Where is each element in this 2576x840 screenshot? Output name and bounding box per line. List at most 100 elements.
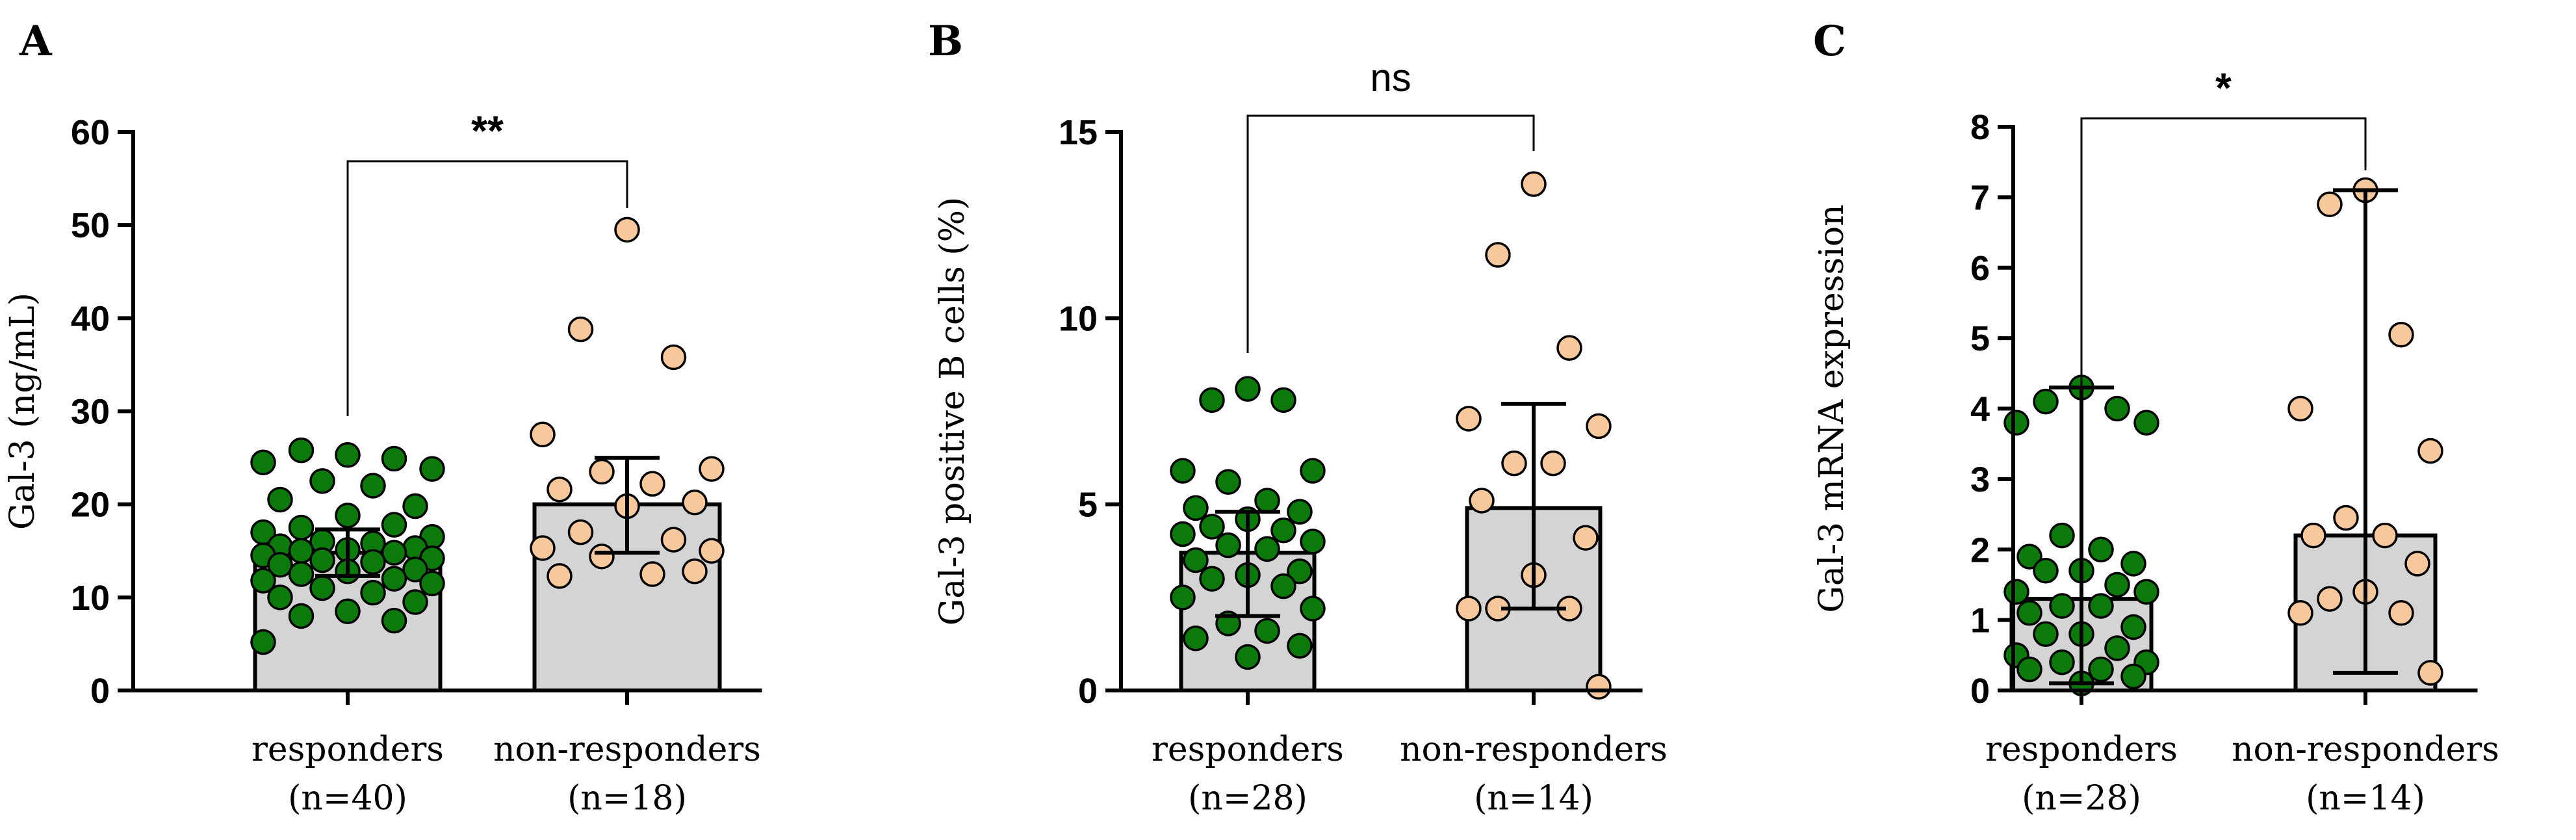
data-point [2088, 536, 2114, 562]
data-point [2016, 600, 2042, 626]
data-point [660, 344, 687, 371]
data-point [402, 589, 428, 615]
category-count: (n=28) [2022, 779, 2141, 818]
data-point [1199, 566, 1225, 592]
y-axis-title: Gal-3 positive B cells (%) [933, 197, 972, 626]
data-point [2317, 586, 2343, 612]
data-point [335, 598, 361, 625]
category-label: responders [1985, 730, 2178, 769]
data-point [2104, 635, 2130, 661]
y-tick-label: 1 [1970, 601, 1990, 640]
data-point [2016, 656, 2042, 683]
data-point [1254, 618, 1280, 644]
data-point [1215, 532, 1241, 558]
data-point [2003, 410, 2029, 436]
y-tick-label: 4 [1970, 390, 1990, 429]
y-tick-label: 30 [71, 393, 110, 432]
data-point [250, 449, 276, 475]
y-tick-label: 2 [1970, 531, 1990, 570]
data-point [2372, 522, 2398, 549]
data-point [682, 490, 708, 516]
data-point [267, 486, 293, 513]
data-point [2133, 410, 2159, 436]
data-point [639, 471, 665, 497]
data-point [1287, 633, 1313, 659]
data-point [530, 421, 556, 448]
data-point [2300, 522, 2326, 549]
data-point [288, 561, 315, 587]
data-point [1540, 450, 1566, 477]
data-point [2049, 593, 2075, 619]
data-point [2388, 600, 2414, 626]
data-point [1456, 596, 1482, 622]
data-point [288, 538, 315, 564]
data-point [2133, 579, 2159, 605]
data-point [381, 566, 407, 592]
y-tick-label: 0 [1970, 672, 1990, 711]
data-point [2016, 544, 2042, 570]
data-point [1586, 413, 1612, 440]
data-point [1235, 644, 1261, 670]
data-point [381, 607, 407, 634]
data-point [1270, 387, 1296, 413]
category-count: (n=14) [1474, 779, 1593, 818]
data-point [1469, 488, 1495, 514]
data-point [402, 493, 428, 519]
panel-a: A Gal-3 (ng/mL) 0 10 20 30 40 50 60 responders (n=… [3, 17, 762, 818]
data-point [2417, 438, 2443, 464]
data-point [699, 456, 725, 482]
data-point [1170, 584, 1196, 610]
data-point [682, 558, 708, 584]
data-point [2404, 551, 2430, 577]
data-point [250, 568, 276, 594]
data-point [381, 445, 407, 472]
data-point [2120, 551, 2146, 577]
category-label: non-responders [1400, 730, 1668, 769]
data-point [1183, 547, 1209, 573]
y-tick-label: 60 [71, 113, 110, 152]
data-point [2104, 395, 2130, 422]
data-point [2287, 600, 2313, 626]
data-point [381, 540, 407, 566]
data-point [309, 575, 335, 601]
data-point [360, 579, 386, 606]
data-point [360, 549, 386, 575]
data-point [1170, 521, 1196, 547]
data-point [1586, 674, 1612, 700]
data-point [2088, 656, 2114, 683]
data-point [567, 316, 594, 343]
panel-letter: C [1813, 17, 1846, 66]
data-point [2417, 660, 2443, 686]
data-point [1199, 387, 1225, 413]
y-tick-label: 5 [1078, 486, 1098, 525]
data-point [2033, 558, 2059, 584]
data-point [1199, 514, 1225, 540]
data-point [547, 563, 573, 589]
y-tick-label: 15 [1059, 113, 1098, 152]
data-point [1485, 242, 1511, 268]
data-point [2120, 614, 2146, 640]
significance-label: * [2215, 64, 2232, 111]
data-point [402, 557, 428, 583]
data-point [288, 603, 315, 629]
category-label: responders [1152, 730, 1344, 769]
y-tick-label: 20 [71, 486, 110, 525]
y-tick-label: 8 [1970, 108, 1990, 147]
data-point [267, 551, 293, 578]
data-point [2033, 621, 2059, 648]
data-point [2003, 579, 2029, 605]
y-tick-label: 50 [71, 206, 110, 245]
data-point [547, 477, 573, 503]
category-label: non-responders [2232, 730, 2499, 769]
data-point [1300, 596, 1326, 622]
significance-label: ns [1370, 56, 1411, 99]
significance-bracket [1246, 114, 1535, 353]
y-tick-label: 7 [1970, 178, 1990, 217]
data-point [2049, 649, 2075, 676]
data-point [250, 629, 276, 655]
y-tick-label: 0 [1078, 672, 1098, 711]
data-point [335, 503, 361, 529]
panel-letter: B [928, 17, 963, 66]
data-point [2033, 388, 2059, 415]
